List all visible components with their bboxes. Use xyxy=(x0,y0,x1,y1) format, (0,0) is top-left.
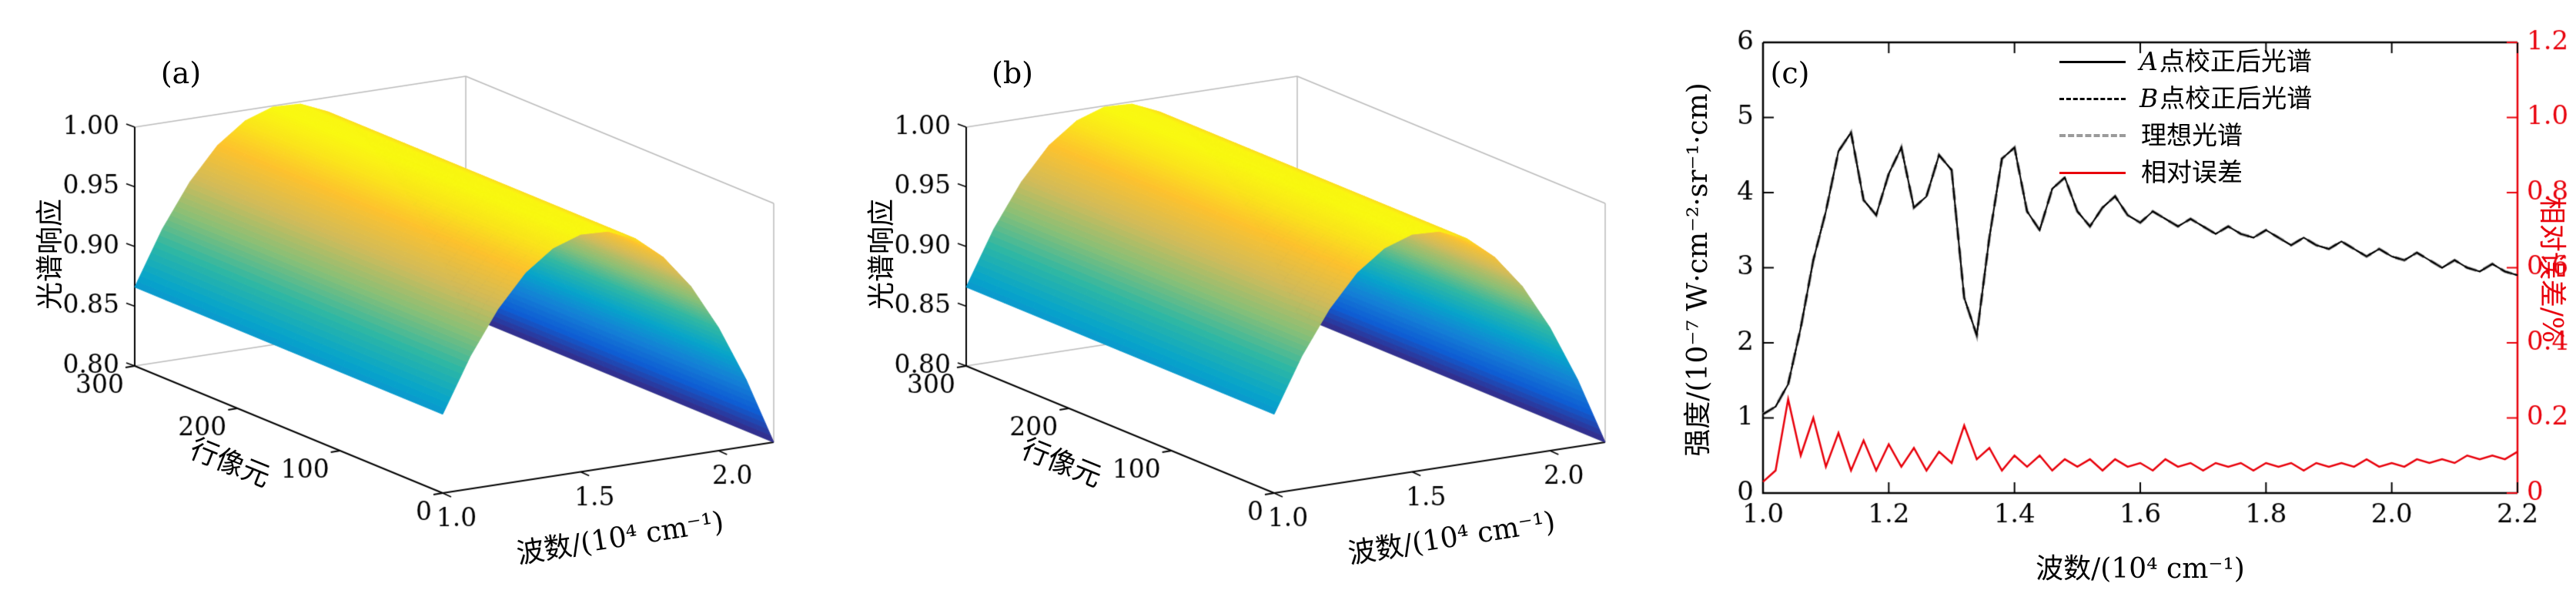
legend-label: B点校正后光谱 xyxy=(2139,85,2312,112)
panel-b-tag: (b) xyxy=(992,56,1033,90)
legend-item-b-spectrum: B点校正后光谱 xyxy=(2059,85,2312,112)
solid-red-line-icon xyxy=(2059,171,2126,174)
panel-c-right-axis-label: 相对误差/% xyxy=(2536,196,2568,344)
dashed-gray-line-icon xyxy=(2059,134,2126,137)
surface-plot-b-canvas xyxy=(831,0,1663,614)
legend-item-ideal-spectrum: 理想光谱 xyxy=(2059,122,2312,149)
legend-label-text: 理想光谱 xyxy=(2141,120,2243,150)
panel-c-tag: (c) xyxy=(1770,56,1810,90)
panel-b-zaxis-label: 光谱响应 xyxy=(866,198,898,310)
legend-label-prefix: B xyxy=(2139,83,2159,113)
panel-c-left-axis-label: 强度/(10⁻⁷ W·cm⁻²·sr⁻¹·cm) xyxy=(1682,82,1714,457)
panel-c: (c) 强度/(10⁻⁷ W·cm⁻²·sr⁻¹·cm) 相对误差/% 波数/(… xyxy=(1663,0,2576,614)
legend-label: 理想光谱 xyxy=(2139,122,2243,149)
legend: A点校正后光谱 B点校正后光谱 理想光谱 相对误差 xyxy=(2059,48,2312,186)
panel-a-zaxis-label: 光谱响应 xyxy=(35,198,66,310)
legend-item-a-spectrum: A点校正后光谱 xyxy=(2059,48,2312,75)
legend-label-text: 相对误差 xyxy=(2141,157,2243,187)
legend-label-prefix: A xyxy=(2139,46,2158,76)
legend-label: A点校正后光谱 xyxy=(2139,48,2312,75)
legend-label-text: 点校正后光谱 xyxy=(2159,83,2313,113)
surface-plot-a-canvas xyxy=(0,0,831,614)
legend-item-relative-error: 相对误差 xyxy=(2059,159,2312,186)
panel-a-tag: (a) xyxy=(160,56,202,90)
legend-label-text: 点校正后光谱 xyxy=(2159,46,2312,76)
panel-b: (b) 光谱响应 行像元 波数/(10⁴ cm⁻¹) xyxy=(831,0,1663,614)
spectrum-plot-canvas xyxy=(1663,0,2576,614)
solid-black-line-icon xyxy=(2059,60,2126,63)
panel-a: (a) 光谱响应 行像元 波数/(10⁴ cm⁻¹) xyxy=(0,0,831,614)
legend-label: 相对误差 xyxy=(2139,159,2243,186)
panel-c-xaxis-label: 波数/(10⁴ cm⁻¹) xyxy=(2036,553,2245,585)
dashed-black-line-icon xyxy=(2059,97,2126,100)
